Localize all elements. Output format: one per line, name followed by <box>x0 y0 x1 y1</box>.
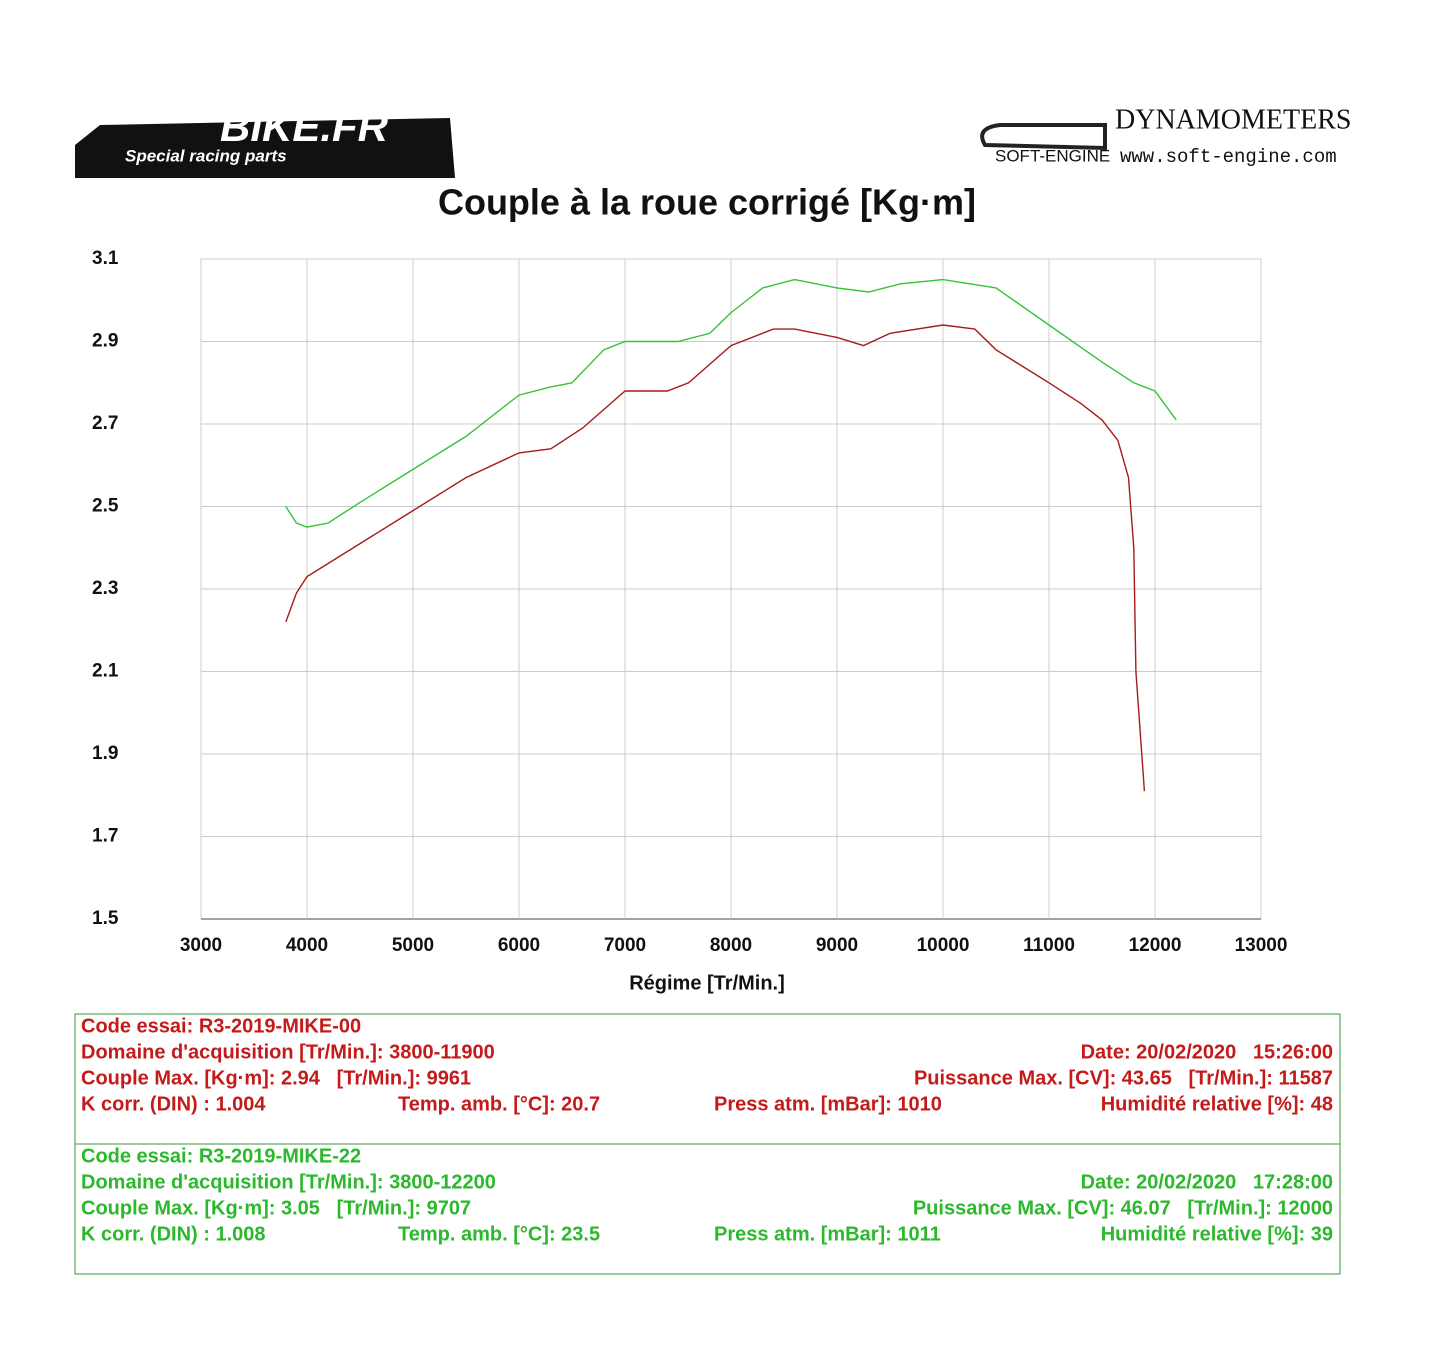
y-tick-label: 1.7 <box>92 826 118 847</box>
info-text: Temp. amb. [°C]: 23.5 <box>398 1223 600 1245</box>
x-tick-label: 7000 <box>604 935 646 956</box>
info-text: Couple Max. [Kg·m]: 3.05 [Tr/Min.]: 9707 <box>81 1197 471 1219</box>
tagline: Special racing parts <box>125 146 287 165</box>
chart-title: Couple à la roue corrigé [Kg·m] <box>438 182 976 223</box>
x-axis-label: Régime [Tr/Min.] <box>629 972 785 994</box>
info-text: K corr. (DIN) : 1.008 <box>81 1223 266 1245</box>
y-tick-label: 2.7 <box>92 413 118 434</box>
x-tick-label: 11000 <box>1023 935 1075 956</box>
maker-logo: SOFT-ENGINE <box>995 146 1110 165</box>
x-tick-label: 4000 <box>286 935 328 956</box>
x-tick-label: 13000 <box>1235 935 1288 956</box>
info-text: Press atm. [mBar]: 1011 <box>714 1223 941 1245</box>
y-tick-label: 1.9 <box>92 743 118 764</box>
x-tick-label: 5000 <box>392 935 434 956</box>
brand-logo <box>75 118 455 178</box>
y-tick-label: 1.5 <box>92 908 119 929</box>
y-tick-label: 2.5 <box>92 496 119 517</box>
info-text: Domaine d'acquisition [Tr/Min.]: 3800-11… <box>81 1041 495 1063</box>
info-text: Temp. amb. [°C]: 20.7 <box>398 1093 600 1115</box>
info-text: K corr. (DIN) : 1.004 <box>81 1093 266 1115</box>
info-text: Date: 20/02/2020 17:28:00 <box>1081 1171 1333 1193</box>
info-panel <box>74 1143 1341 1275</box>
maker-url: www.soft-engine.com <box>1120 146 1337 168</box>
maker-logo-shape <box>980 123 1107 151</box>
y-tick-label: 2.3 <box>92 578 118 599</box>
info-text: Humidité relative [%]: 39 <box>1101 1223 1333 1245</box>
x-tick-label: 9000 <box>816 935 858 956</box>
info-text: Code essai: R3-2019-MIKE-00 <box>81 1015 361 1037</box>
info-text: Couple Max. [Kg·m]: 2.94 [Tr/Min.]: 9961 <box>81 1067 471 1089</box>
maker: DYNAMOMETERS <box>1115 104 1351 135</box>
x-tick-label: 8000 <box>710 935 752 956</box>
brand: BIKE.FR <box>220 103 389 150</box>
info-text: Date: 20/02/2020 15:26:00 <box>1081 1041 1333 1063</box>
info-text: Puissance Max. [CV]: 43.65 [Tr/Min.]: 11… <box>914 1067 1333 1089</box>
x-tick-label: 12000 <box>1129 935 1182 956</box>
y-tick-label: 2.1 <box>92 661 119 682</box>
info-text: Puissance Max. [CV]: 46.07 [Tr/Min.]: 12… <box>913 1197 1333 1219</box>
info-text: Code essai: R3-2019-MIKE-22 <box>81 1145 361 1167</box>
y-tick-label: 3.1 <box>92 248 119 269</box>
x-tick-label: 10000 <box>917 935 970 956</box>
x-tick-label: 3000 <box>180 935 222 956</box>
x-tick-label: 6000 <box>498 935 540 956</box>
info-text: Press atm. [mBar]: 1010 <box>714 1093 942 1115</box>
torque-line <box>285 278 1177 528</box>
torque-line <box>285 324 1146 792</box>
y-tick-label: 2.9 <box>92 331 118 352</box>
info-text: Humidité relative [%]: 48 <box>1101 1093 1333 1115</box>
info-text: Domaine d'acquisition [Tr/Min.]: 3800-12… <box>81 1171 496 1193</box>
